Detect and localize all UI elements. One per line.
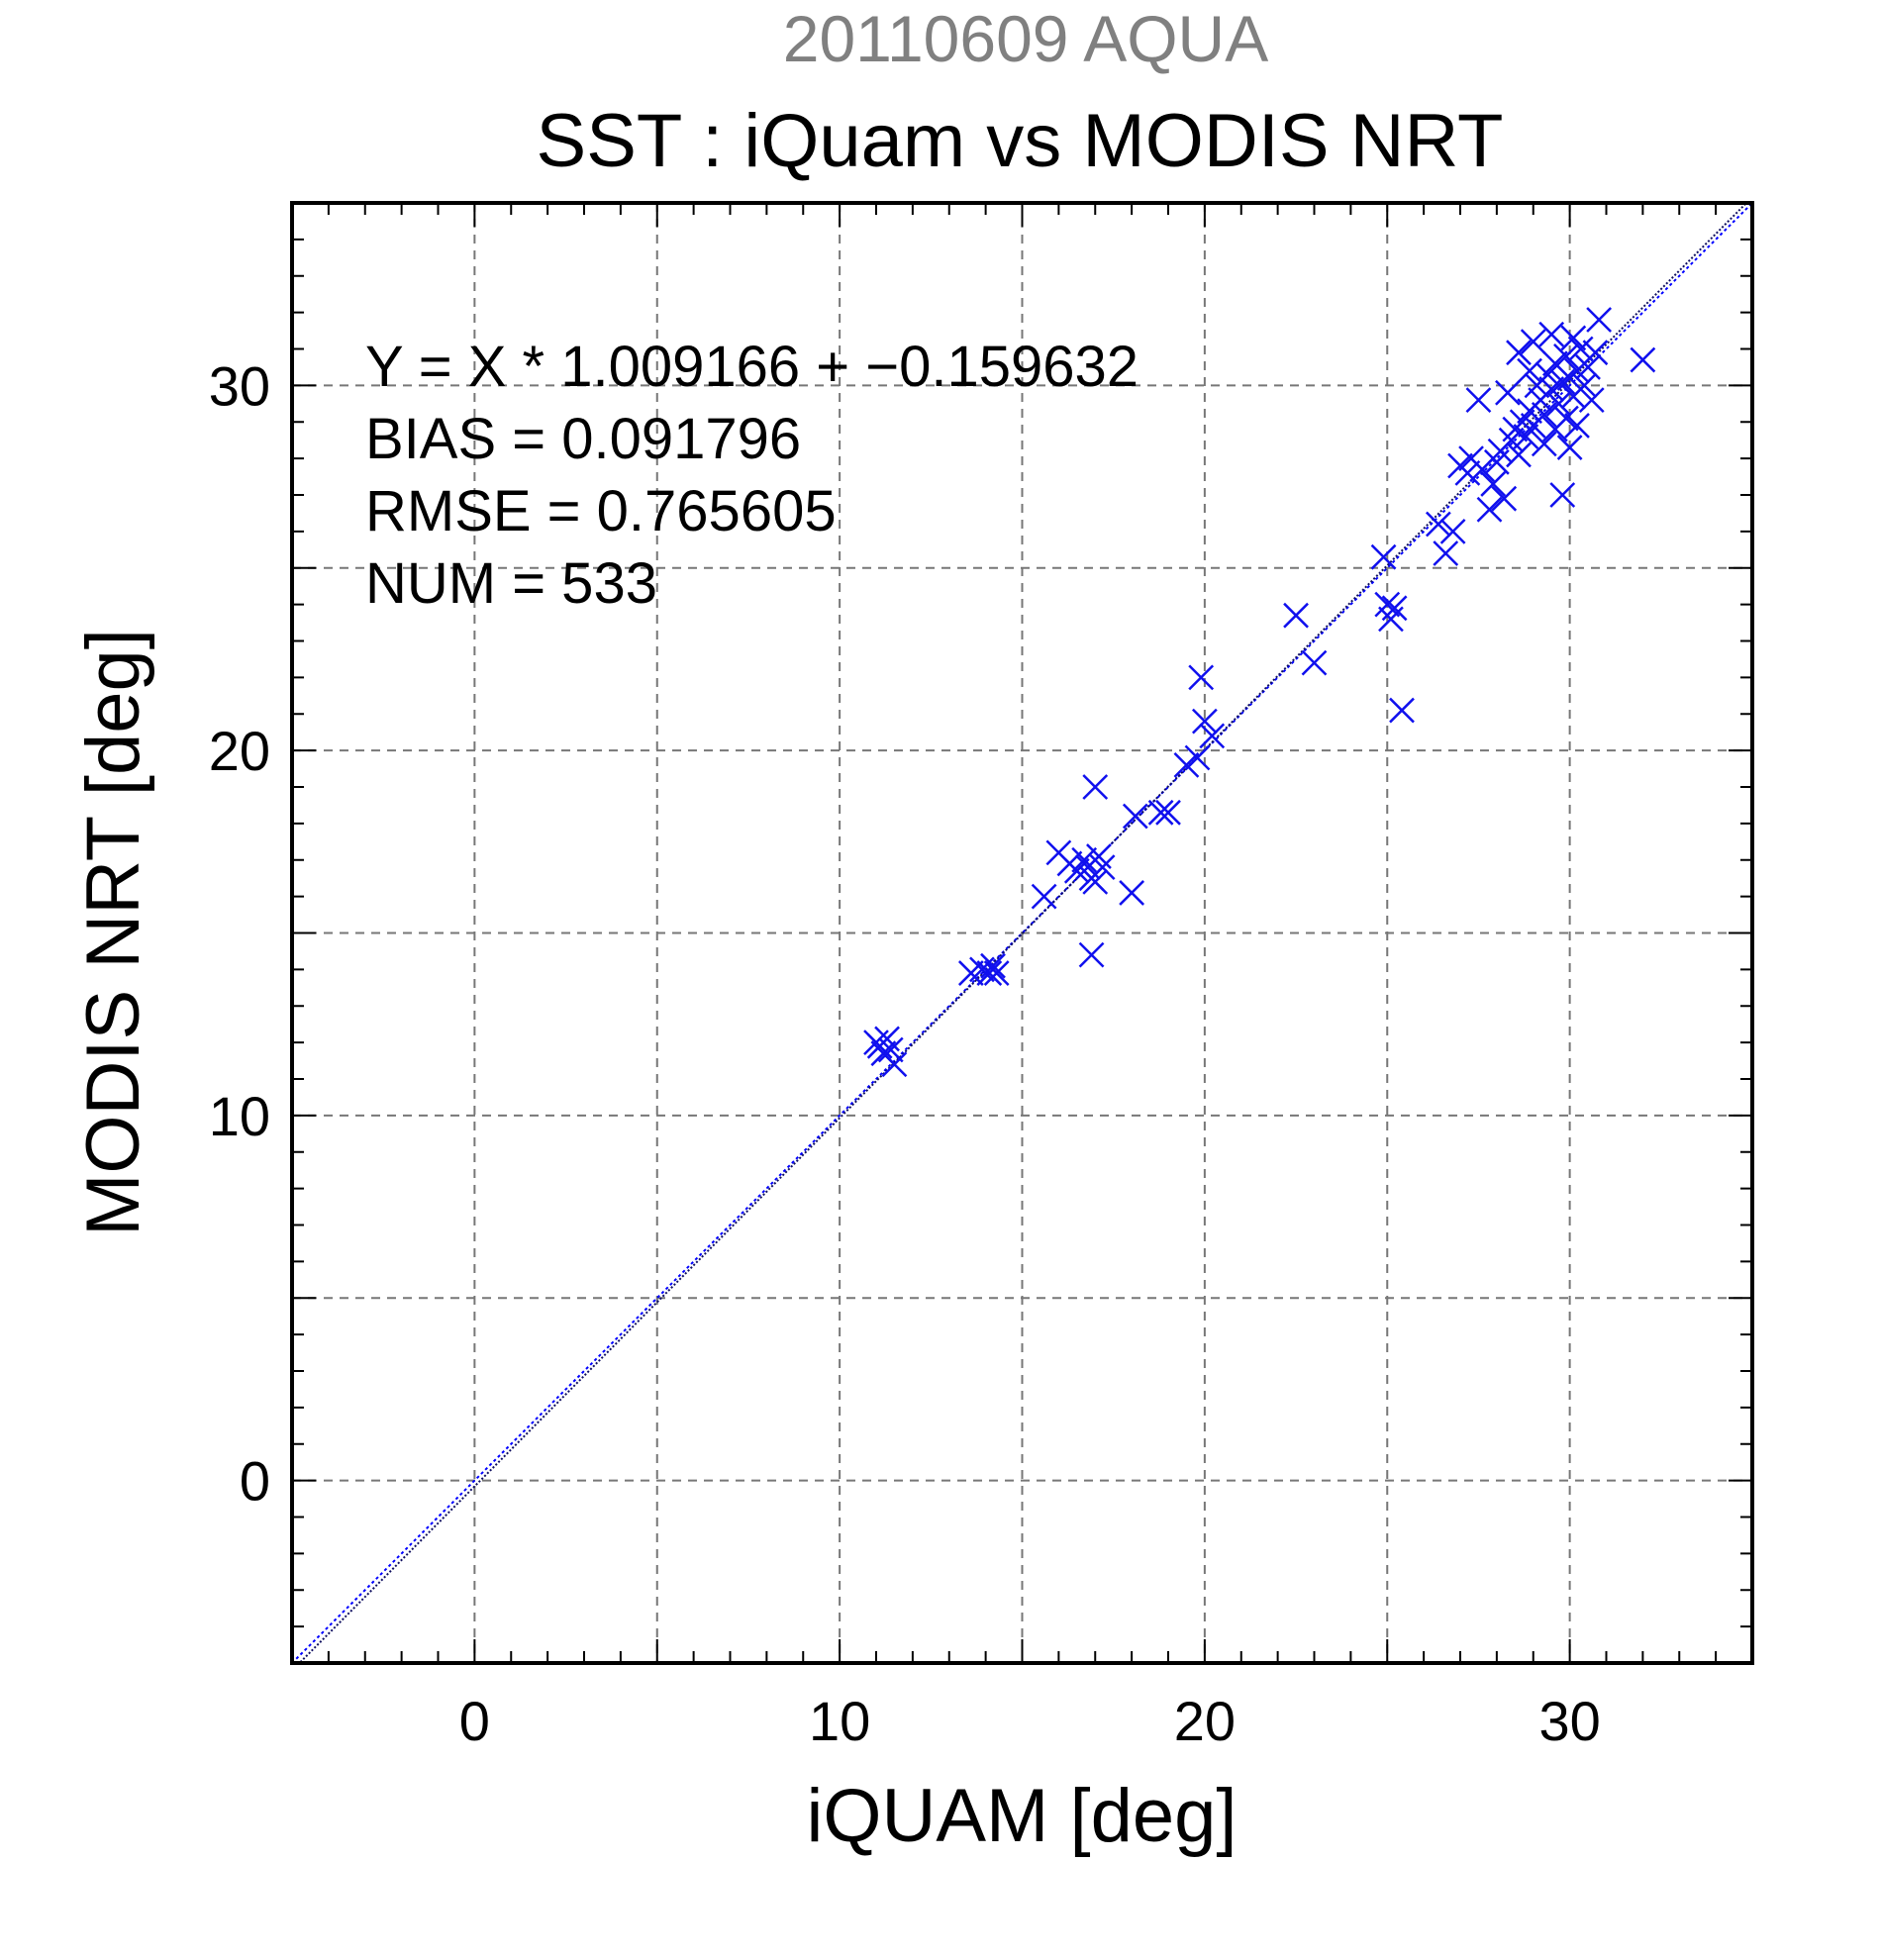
data-point [1531, 401, 1557, 428]
y-axis-label: MODIS NRT [deg] [71, 629, 155, 1236]
data-point [1520, 329, 1546, 355]
chart-title: SST : iQuam vs MODIS NRT [537, 99, 1504, 183]
stat-fit-equation: Y = X * 1.009166 + −0.159632 [365, 335, 1138, 399]
data-point [1031, 883, 1057, 910]
data-point [1575, 354, 1601, 380]
data-point [1480, 471, 1507, 497]
data-point [983, 960, 1010, 986]
data-point [1119, 880, 1145, 906]
data-point [1173, 751, 1200, 778]
data-point [1553, 343, 1579, 369]
stat-rmse: RMSE = 0.765605 [365, 479, 837, 543]
data-point [1199, 723, 1226, 749]
data-point [1549, 482, 1576, 508]
data-point [1513, 424, 1539, 449]
data-point [881, 1051, 908, 1078]
data-point [1425, 511, 1451, 538]
data-point [1495, 379, 1521, 406]
data-point [1556, 435, 1583, 460]
data-point [1147, 799, 1174, 826]
data-points [863, 307, 1656, 1078]
data-point [976, 960, 1003, 986]
x-axis-label: iQUAM [deg] [806, 1774, 1237, 1858]
data-point [1517, 357, 1542, 384]
data-point [1630, 346, 1656, 373]
data-point [1491, 485, 1518, 512]
stat-num: NUM = 533 [365, 551, 657, 616]
data-point [1433, 540, 1459, 566]
data-point [1122, 803, 1148, 830]
data-point [1476, 496, 1503, 523]
y-tick-labels: 0 10 20 30 [209, 354, 270, 1512]
data-point [1538, 376, 1565, 402]
data-point [1586, 307, 1613, 333]
data-point [1531, 431, 1557, 457]
data-point [1082, 868, 1109, 895]
data-point [1567, 336, 1594, 362]
y-tick-label: 20 [209, 720, 270, 782]
regression-line [298, 203, 1748, 1663]
data-point [1465, 387, 1492, 414]
data-point [1071, 846, 1098, 873]
y-tick-label: 10 [209, 1085, 270, 1147]
data-point [1082, 774, 1109, 800]
data-point [1184, 744, 1211, 771]
data-point [1578, 387, 1605, 414]
x-tick-label: 30 [1538, 1690, 1600, 1752]
data-point [1560, 325, 1587, 351]
data-point [1155, 799, 1181, 826]
data-point [1374, 591, 1401, 618]
data-point [1381, 595, 1408, 622]
data-point [1545, 390, 1572, 417]
data-point [1564, 413, 1590, 439]
data-point [1549, 368, 1576, 395]
data-point [980, 952, 1006, 979]
x-tick-label: 10 [809, 1690, 870, 1752]
plot-frame [290, 201, 1754, 1665]
x-tick-label: 0 [459, 1690, 490, 1752]
data-point [1089, 854, 1116, 881]
y-tick-label: 30 [209, 354, 270, 417]
data-point [1582, 340, 1609, 366]
data-point [1541, 416, 1568, 442]
y-tick-label: 0 [240, 1450, 270, 1513]
x-tick-labels: 0 10 20 30 [459, 1690, 1601, 1752]
data-point [1538, 321, 1565, 347]
x-tick-label: 20 [1174, 1690, 1236, 1752]
data-point [1370, 543, 1397, 570]
data-point [1454, 459, 1481, 486]
data-point [1389, 697, 1415, 724]
stat-bias: BIAS = 0.091796 [365, 407, 801, 471]
data-point [1301, 649, 1328, 676]
data-point [877, 1036, 904, 1063]
chart-supertitle: 20110609 AQUA [783, 2, 1269, 75]
data-point [1506, 441, 1532, 468]
data-point [1439, 518, 1466, 544]
fit-lines [292, 203, 1752, 1663]
data-point [1191, 708, 1218, 735]
stats-block: Y = X * 1.009166 + −0.159632 BIAS = 0.09… [365, 335, 1138, 616]
data-point [1506, 340, 1532, 366]
data-point [1188, 664, 1215, 691]
data-point [1078, 941, 1105, 968]
data-point [1283, 602, 1309, 629]
